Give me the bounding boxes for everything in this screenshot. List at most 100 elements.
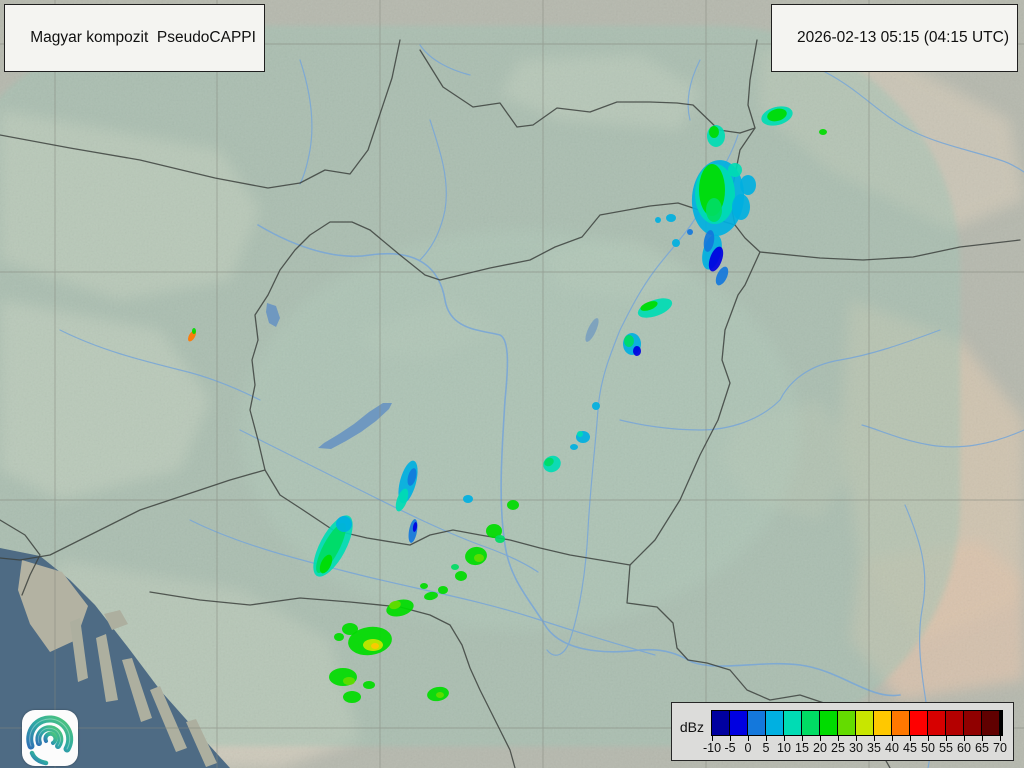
radar-echo bbox=[420, 583, 428, 589]
radar-echo bbox=[703, 230, 715, 252]
timestamp-box: 2026-02-13 05:15 (04:15 UTC) bbox=[770, 4, 1018, 72]
lake-neusiedl bbox=[266, 303, 280, 327]
legend-tick bbox=[766, 736, 767, 741]
radar-echo bbox=[507, 500, 519, 510]
legend-tick-label: -5 bbox=[724, 741, 736, 755]
product-title-box: Magyar kompozit PseudoCAPPI bbox=[4, 4, 265, 72]
radar-echo bbox=[767, 108, 787, 122]
legend-tick-label: 60 bbox=[957, 741, 971, 755]
legend-tick bbox=[928, 736, 929, 741]
radar-echo bbox=[407, 468, 417, 486]
radar-echo bbox=[451, 564, 459, 570]
radar-echo bbox=[672, 239, 680, 247]
radar-echo bbox=[436, 692, 444, 698]
river-sava bbox=[189, 519, 656, 656]
radar-echo bbox=[637, 298, 673, 318]
radar-echo bbox=[319, 554, 333, 574]
legend-color-cell bbox=[874, 711, 892, 735]
product-title: Magyar kompozit PseudoCAPPI bbox=[30, 29, 256, 46]
dbz-color-cells bbox=[711, 710, 1003, 736]
radar-echo bbox=[474, 554, 484, 562]
legend-tick bbox=[874, 736, 875, 741]
legend-color-cell bbox=[838, 711, 856, 735]
legend-tick-label: 15 bbox=[795, 741, 809, 755]
timestamp-text: 2026-02-13 05:15 (04:15 UTC) bbox=[797, 29, 1009, 46]
radar-echo bbox=[728, 163, 742, 177]
legend-tick bbox=[892, 736, 893, 741]
radar-echo bbox=[624, 335, 634, 347]
legend-tick bbox=[784, 736, 785, 741]
legend-tick bbox=[1000, 736, 1001, 741]
dbz-unit-label: dBz bbox=[679, 719, 704, 735]
legend-color-cell bbox=[820, 711, 838, 735]
legend-tick-label: 25 bbox=[831, 741, 845, 755]
legend-tick bbox=[712, 736, 713, 741]
radar-echo bbox=[715, 266, 729, 286]
river-mura bbox=[59, 329, 261, 401]
dbz-tick-labels: -10 -5 0 5 10 15 20 25 30 35 40 45 50 55 60 65 70 bbox=[703, 736, 1007, 758]
radar-echo bbox=[343, 677, 355, 685]
radar-echo bbox=[336, 516, 352, 532]
legend-color-cell bbox=[730, 711, 748, 735]
legend-tick-label: 0 bbox=[744, 741, 752, 755]
radar-echo bbox=[577, 431, 583, 437]
radar-echo bbox=[495, 535, 505, 543]
legend-tick-label: 10 bbox=[777, 741, 791, 755]
hungaromet-spiral-logo bbox=[22, 710, 78, 766]
legend-tick bbox=[748, 736, 749, 741]
river-mures bbox=[619, 329, 941, 431]
dbz-colorbar: -10 -5 0 5 10 15 20 25 30 35 40 45 50 55 60 65 70 bbox=[703, 710, 1007, 758]
radar-echo bbox=[486, 524, 502, 538]
radar-echo bbox=[633, 346, 641, 356]
istria-peninsula bbox=[18, 560, 88, 652]
legend-tick bbox=[964, 736, 965, 741]
radar-echo bbox=[424, 591, 438, 601]
legend-tick bbox=[982, 736, 983, 741]
radar-echo bbox=[438, 586, 448, 594]
lake-tisza bbox=[585, 318, 599, 342]
radar-echo bbox=[706, 198, 722, 222]
adriatic-islands bbox=[70, 610, 217, 767]
river-drava bbox=[239, 429, 539, 573]
lakes-layer bbox=[49, 44, 599, 449]
radar-echo bbox=[342, 623, 358, 635]
country-borders-layer bbox=[0, 39, 1021, 768]
spiral-icon bbox=[26, 715, 74, 766]
legend-color-cell bbox=[802, 711, 820, 735]
legend-color-cell bbox=[964, 711, 982, 735]
legend-color-cell bbox=[928, 711, 946, 735]
radar-echo bbox=[655, 217, 661, 223]
radar-echo bbox=[412, 522, 418, 532]
legend-tick-label: -10 bbox=[702, 741, 722, 755]
legend-color-cell bbox=[784, 711, 802, 735]
legend-tick-label: 35 bbox=[867, 741, 881, 755]
radar-echo bbox=[192, 328, 196, 334]
legend-tick bbox=[730, 736, 731, 741]
legend-tick-label: 45 bbox=[903, 741, 917, 755]
legend-tick-label: 50 bbox=[921, 741, 935, 755]
radar-echo bbox=[592, 402, 600, 410]
river-vah bbox=[419, 119, 447, 261]
legend-tick bbox=[946, 736, 947, 741]
radar-echo bbox=[687, 229, 693, 235]
legend-color-cell bbox=[910, 711, 928, 735]
radar-echo bbox=[395, 488, 409, 512]
radar-echo bbox=[363, 681, 375, 689]
radar-echo bbox=[666, 214, 676, 222]
legend-color-cell bbox=[748, 711, 766, 735]
legend-color-cell bbox=[766, 711, 784, 735]
radar-echoes-layer bbox=[188, 106, 827, 703]
radar-echo bbox=[343, 691, 361, 703]
legend-tick bbox=[820, 736, 821, 741]
dbz-legend: dBz -10 -5 0 5 10 15 20 25 30 35 40 45 50 55 60 65 70 bbox=[670, 702, 1014, 761]
legend-tick bbox=[802, 736, 803, 741]
radar-echo bbox=[463, 495, 473, 503]
radar-echo bbox=[709, 126, 719, 138]
legend-tick-label: 30 bbox=[849, 741, 863, 755]
legend-tick bbox=[838, 736, 839, 741]
radar-echo bbox=[708, 246, 724, 272]
legend-tick-label: 70 bbox=[993, 741, 1007, 755]
